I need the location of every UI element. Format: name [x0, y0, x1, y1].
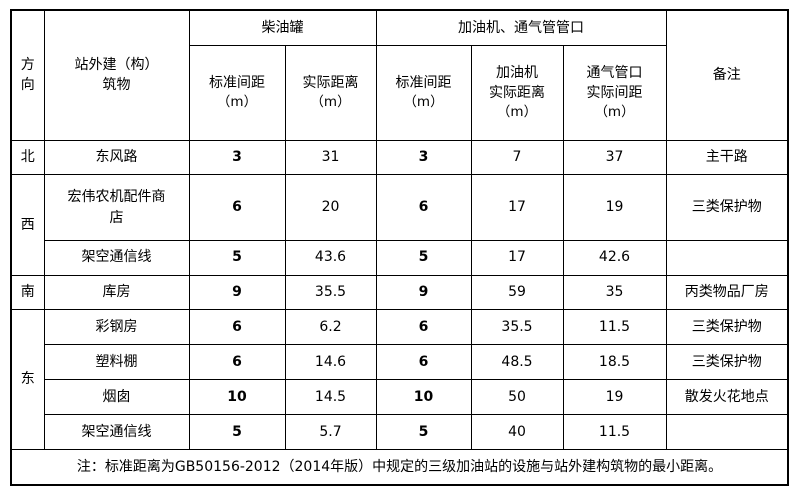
vent-standard-cell: 10 — [375, 379, 472, 415]
vent-standard-cell: 9 — [375, 274, 472, 311]
vent-standard-cell: 5 — [375, 414, 472, 450]
dispenser-actual-cell: 35.5 — [470, 309, 564, 346]
header-direction: 方 向 — [10, 8, 45, 141]
building-cell: 宏伟农机配件商 店 — [43, 174, 190, 241]
diesel-standard-cell: 9 — [188, 274, 286, 311]
dispenser-actual-cell: 48.5 — [470, 344, 564, 381]
header-dispenser-actual: 加油机 实际距离 （m） — [470, 45, 564, 141]
building-cell: 架空通信线 — [43, 414, 190, 450]
remark-cell: 三类保护物 — [665, 344, 790, 381]
diesel-actual-cell: 14.5 — [284, 379, 377, 415]
dispenser-actual-cell: 17 — [470, 239, 564, 276]
building-cell: 东风路 — [43, 139, 190, 176]
building-cell: 彩钢房 — [43, 309, 190, 346]
header-diesel-actual: 实际距离 （m） — [284, 45, 377, 141]
diesel-actual-cell: 6.2 — [284, 309, 377, 346]
ventpipe-actual-cell: 11.5 — [562, 414, 667, 450]
diesel-actual-cell: 14.6 — [284, 344, 377, 381]
diesel-standard-cell: 3 — [188, 139, 286, 176]
building-cell: 烟囱 — [43, 379, 190, 415]
header-group-dispenser-vent: 加油机、通气管管口 — [375, 9, 667, 47]
ventpipe-actual-cell: 18.5 — [562, 344, 667, 381]
table-note: 注：标准距离为GB50156-2012（2014年版）中规定的三级加油站的设施与… — [9, 448, 790, 486]
header-remark: 备注 — [665, 8, 790, 141]
diesel-actual-cell: 35.5 — [284, 274, 377, 311]
table-row: 烟囱 10 14.5 10 50 19 散发火花地点 — [11, 379, 790, 415]
diesel-standard-cell: 5 — [188, 239, 286, 276]
note-row: 注：标准距离为GB50156-2012（2014年版）中规定的三级加油站的设施与… — [9, 448, 790, 486]
table-row: 架空通信线 5 43.6 5 17 42.6 — [11, 239, 790, 276]
ventpipe-actual-cell: 19 — [562, 379, 667, 415]
dispenser-actual-cell: 17 — [470, 174, 564, 241]
table-row: 塑料棚 6 14.6 6 48.5 18.5 三类保护物 — [11, 344, 790, 381]
building-cell: 库房 — [43, 274, 190, 311]
diesel-actual-cell: 43.6 — [284, 239, 377, 276]
vent-standard-cell: 6 — [375, 309, 472, 346]
remark-cell: 三类保护物 — [665, 309, 790, 346]
header-diesel-standard: 标准间距 （m） — [188, 45, 286, 141]
header-group-diesel-tank: 柴油罐 — [188, 9, 377, 47]
ventpipe-actual-cell: 37 — [562, 139, 667, 176]
header-ventpipe-actual: 通气管口 实际间距 （m） — [562, 45, 667, 141]
dispenser-actual-cell: 50 — [470, 379, 564, 415]
diesel-actual-cell: 5.7 — [284, 414, 377, 450]
table-row: 西 宏伟农机配件商 店 6 20 6 17 19 三类保护物 — [10, 174, 790, 276]
dispenser-actual-cell: 59 — [470, 274, 564, 311]
vent-standard-cell: 3 — [375, 139, 472, 176]
remark-cell — [665, 239, 790, 276]
remark-cell: 散发火花地点 — [665, 379, 790, 415]
ventpipe-actual-cell: 35 — [562, 274, 667, 311]
ventpipe-actual-cell: 11.5 — [562, 309, 667, 346]
direction-cell: 南 — [10, 274, 45, 311]
dispenser-actual-cell: 7 — [470, 139, 564, 176]
table-row: 南 库房 9 35.5 9 59 35 丙类物品厂房 — [10, 274, 790, 311]
diesel-actual-cell: 20 — [284, 174, 377, 241]
direction-cell: 西 — [10, 174, 45, 276]
remark-cell — [665, 414, 790, 450]
ventpipe-actual-cell: 42.6 — [562, 239, 667, 276]
direction-cell: 北 — [10, 139, 45, 176]
vent-standard-cell: 6 — [375, 344, 472, 381]
direction-cell: 东 — [10, 309, 45, 450]
remark-cell: 三类保护物 — [665, 174, 790, 241]
diesel-standard-cell: 6 — [188, 344, 286, 381]
ventpipe-actual-cell: 19 — [562, 174, 667, 241]
station-distance-table: 方 向 站外建（构） 筑物 柴油罐 加油机、通气管管口 备注 标准间距 （m） … — [9, 8, 790, 486]
building-cell: 架空通信线 — [43, 239, 190, 276]
remark-cell: 主干路 — [665, 139, 790, 176]
diesel-standard-cell: 10 — [188, 379, 286, 415]
vent-standard-cell: 6 — [375, 174, 472, 241]
table-row: 架空通信线 5 5.7 5 40 11.5 — [11, 414, 790, 450]
header-vent-standard: 标准间距 （m） — [375, 45, 472, 141]
diesel-actual-cell: 31 — [284, 139, 377, 176]
table-row: 东 彩钢房 6 6.2 6 35.5 11.5 三类保护物 — [10, 309, 790, 450]
distance-table-container: 方 向 站外建（构） 筑物 柴油罐 加油机、通气管管口 备注 标准间距 （m） … — [9, 8, 790, 486]
vent-standard-cell: 5 — [375, 239, 472, 276]
diesel-standard-cell: 6 — [188, 309, 286, 346]
remark-cell: 丙类物品厂房 — [665, 274, 790, 311]
building-cell: 塑料棚 — [43, 344, 190, 381]
dispenser-actual-cell: 40 — [470, 414, 564, 450]
diesel-standard-cell: 5 — [188, 414, 286, 450]
table-row: 北 东风路 3 31 3 7 37 主干路 — [10, 139, 790, 176]
header-group-row: 方 向 站外建（构） 筑物 柴油罐 加油机、通气管管口 备注 — [10, 8, 790, 141]
diesel-standard-cell: 6 — [188, 174, 286, 241]
header-sub-row: 标准间距 （m） 实际距离 （m） 标准间距 （m） 加油机 实际距离 （m） — [11, 45, 788, 141]
header-building: 站外建（构） 筑物 — [43, 8, 190, 141]
